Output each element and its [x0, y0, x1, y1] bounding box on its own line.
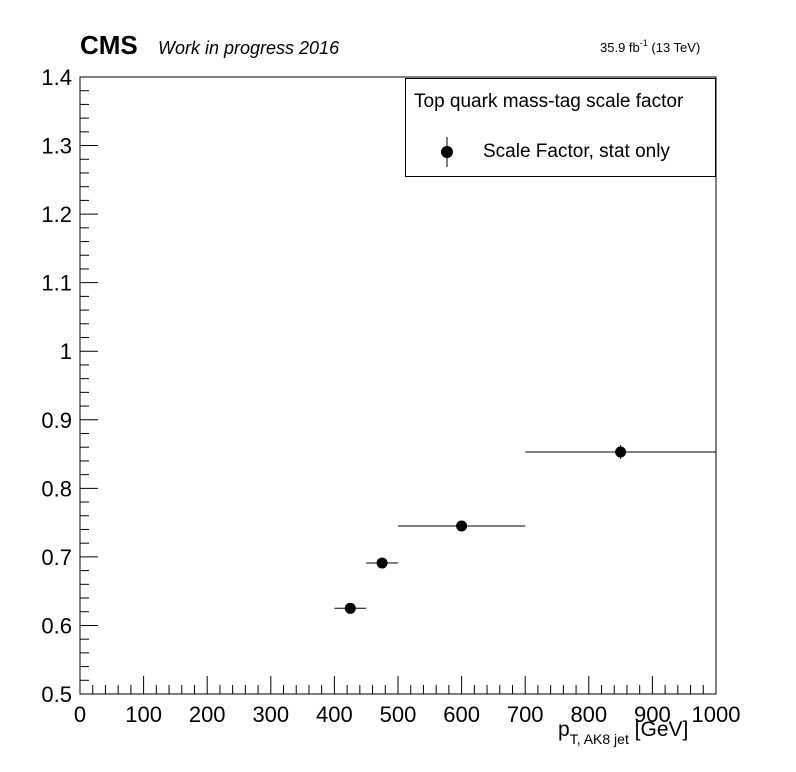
y-tick-label: 1 [60, 339, 72, 364]
y-tick-label: 0.9 [41, 408, 72, 433]
data-point [334, 602, 367, 614]
luminosity-label: 35.9 fb-1 (13 TeV) [600, 38, 701, 56]
x-tick-label: 500 [380, 702, 417, 727]
data-point [398, 520, 526, 532]
data-point [366, 557, 398, 569]
status-label: Work in progress 2016 [158, 38, 340, 58]
lumi-exponent: -1 [639, 38, 648, 48]
x-tick-label: 900 [634, 702, 671, 727]
axis-ticks [79, 76, 717, 695]
x-axis-subscript: T, AK8 jet [569, 731, 629, 747]
x-tick-label: 700 [507, 702, 544, 727]
x-axis-unit: [GeV] [628, 718, 689, 741]
legend: Top quark mass-tag scale factor Scale Fa… [405, 78, 716, 177]
legend-marker-icon [441, 137, 453, 167]
axis-tick-labels: 0 100 200 300 400 500 600 700 800 900 1000 0.5 0.6 0.… [41, 65, 740, 727]
data-marker [376, 557, 388, 569]
x-axis-symbol: p [558, 718, 570, 741]
x-tick-label: 300 [252, 702, 289, 727]
data-marker [344, 602, 356, 614]
x-tick-label: 1000 [692, 702, 741, 727]
cms-label: CMS [80, 30, 138, 60]
x-axis-label: pT, AK8 jet [GeV] [558, 718, 689, 746]
y-tick-label: 1.3 [41, 134, 72, 159]
y-tick-label: 0.8 [41, 476, 72, 501]
y-tick-label: 1.4 [41, 65, 72, 90]
energy-label: (13 TeV) [647, 40, 701, 55]
data-points [334, 445, 716, 614]
y-tick-label: 0.5 [41, 682, 72, 707]
y-tick-label: 1.2 [41, 202, 72, 227]
x-tick-label: 100 [125, 702, 162, 727]
x-tick-label: 0 [74, 702, 86, 727]
x-tick-label: 600 [443, 702, 480, 727]
legend-title: Top quark mass-tag scale factor [414, 91, 684, 112]
x-tick-label: 200 [189, 702, 226, 727]
y-tick-label: 0.7 [41, 545, 72, 570]
lumi-value: 35.9 fb [600, 40, 640, 55]
legend-entry-label: Scale Factor, stat only [483, 141, 670, 162]
data-marker [615, 446, 627, 458]
data-point [525, 445, 716, 459]
y-tick-label: 1.1 [41, 271, 72, 296]
data-marker [456, 520, 468, 532]
y-tick-label: 0.6 [41, 613, 72, 638]
x-tick-label: 800 [570, 702, 607, 727]
x-tick-label: 400 [316, 702, 353, 727]
